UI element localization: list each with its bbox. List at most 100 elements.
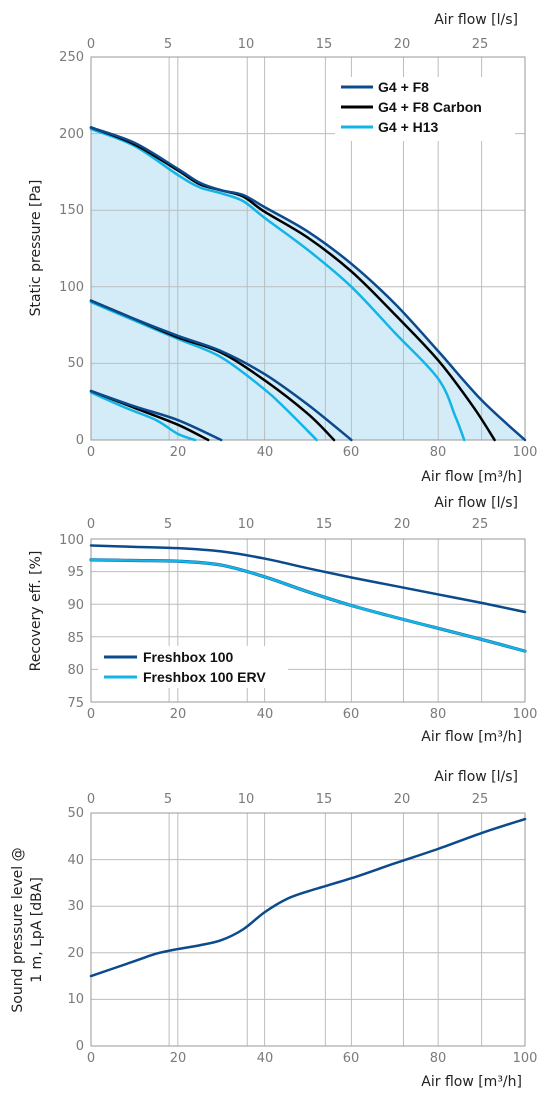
curve-g4-f8-carbon-1 — [89, 126, 496, 442]
x2-tick-label: 5 — [164, 37, 172, 52]
chart1-legend: G4 + F8 G4 + F8 Carbon G4 + H13 — [335, 77, 515, 141]
y-tick-label: 75 — [67, 696, 84, 711]
chart2-bottom-ticks: 0 20 40 60 80 100 — [87, 707, 538, 722]
chart3-frame — [90, 812, 526, 1047]
legend-label-g4-f8: G4 + F8 — [378, 79, 429, 95]
chart1-x-axis-label: Air flow [m³/h] — [421, 469, 522, 485]
x2-tick-label: 20 — [394, 37, 411, 52]
y-tick-label: 40 — [67, 853, 84, 868]
y-tick-label: 200 — [59, 127, 84, 142]
curve-freshbox-100-erv — [89, 558, 527, 653]
chart3-top-axis-label: Air flow [l/s] — [434, 769, 518, 785]
x-tick-label: 0 — [87, 445, 95, 460]
x-tick-label: 60 — [343, 707, 360, 722]
chart3-x-axis-label: Air flow [m³/h] — [421, 1074, 522, 1090]
y-tick-label: 0 — [76, 433, 84, 448]
x-tick-label: 40 — [257, 445, 274, 460]
curve-g4-h13-2 — [89, 300, 318, 442]
y-tick-label: 100 — [59, 533, 84, 548]
chart3-plot-area — [91, 813, 525, 1046]
chart1-y-axis-label: Static pressure [Pa] — [28, 180, 44, 317]
curve-g4-h13-1 — [89, 127, 466, 442]
y-tick-label: 20 — [67, 946, 84, 961]
y-tick-label: 50 — [67, 356, 84, 371]
chart1-top-axis-label: Air flow [l/s] — [434, 12, 518, 28]
x-tick-label: 20 — [170, 707, 187, 722]
legend-box — [98, 646, 288, 688]
chart1-y-ticks: 0 50 100 150 200 250 — [59, 50, 84, 448]
y-tick-label: 85 — [67, 631, 84, 646]
chart3-top-ticks: 0 5 10 15 20 25 — [87, 792, 488, 807]
x2-tick-label: 25 — [472, 517, 489, 532]
x2-tick-label: 10 — [238, 517, 255, 532]
x-tick-label: 100 — [513, 445, 538, 460]
x2-tick-label: 25 — [472, 792, 489, 807]
x-tick-label: 100 — [513, 1051, 538, 1066]
curve-g4-f8-2 — [89, 299, 353, 442]
legend-label-g4-h13: G4 + H13 — [378, 119, 439, 135]
x-tick-label: 100 — [513, 707, 538, 722]
x2-tick-label: 15 — [316, 792, 333, 807]
curve-sound-pressure — [89, 817, 527, 978]
x-tick-label: 80 — [430, 445, 447, 460]
x-tick-label: 40 — [257, 707, 274, 722]
x2-tick-label: 15 — [316, 37, 333, 52]
chart1-frame — [90, 56, 526, 441]
chart3-bottom-ticks: 0 20 40 60 80 100 — [87, 1051, 538, 1066]
legend-label-g4-f8-carbon: G4 + F8 Carbon — [378, 99, 482, 115]
chart3-y-axis-label-line1: Sound pressure level @ — [10, 847, 26, 1012]
x2-tick-label: 5 — [164, 517, 172, 532]
x-tick-label: 20 — [170, 1051, 187, 1066]
curve-freshbox-100 — [89, 544, 527, 614]
chart2-curves — [89, 544, 527, 653]
chart1-bottom-ticks: 0 20 40 60 80 100 — [87, 445, 538, 460]
y-tick-label: 150 — [59, 203, 84, 218]
x2-tick-label: 5 — [164, 792, 172, 807]
x2-tick-label: 25 — [472, 37, 489, 52]
chart2-top-axis-label: Air flow [l/s] — [434, 495, 518, 511]
x2-tick-label: 10 — [238, 37, 255, 52]
y-tick-label: 95 — [67, 565, 84, 580]
x2-tick-label: 20 — [394, 792, 411, 807]
y-tick-label: 0 — [76, 1039, 84, 1054]
chart2-x-axis-label: Air flow [m³/h] — [421, 729, 522, 745]
x-tick-label: 20 — [170, 445, 187, 460]
curve-g4-h13-3 — [89, 391, 197, 442]
x2-tick-label: 0 — [87, 37, 95, 52]
x-tick-label: 60 — [343, 1051, 360, 1066]
y-tick-label: 10 — [67, 992, 84, 1007]
chart1-top-ticks: 0 5 10 15 20 25 — [87, 37, 488, 52]
y-tick-label: 90 — [67, 598, 84, 613]
chart2-grid — [91, 539, 525, 702]
x-tick-label: 0 — [87, 1051, 95, 1066]
x2-tick-label: 20 — [394, 517, 411, 532]
x2-tick-label: 10 — [238, 792, 255, 807]
recovery-efficiency-chart: Air flow [l/s] 0 5 10 15 20 25 0 20 40 6… — [28, 495, 537, 745]
x2-tick-label: 0 — [87, 517, 95, 532]
chart2-frame — [90, 538, 526, 703]
chart1-curves — [89, 126, 527, 442]
sound-pressure-chart: Air flow [l/s] 0 5 10 15 20 25 0 20 40 6… — [10, 769, 537, 1090]
legend-label-freshbox-100-erv: Freshbox 100 ERV — [143, 669, 266, 685]
legend-label-freshbox-100: Freshbox 100 — [143, 649, 233, 665]
x-tick-label: 60 — [343, 445, 360, 460]
chart2-top-ticks: 0 5 10 15 20 25 — [87, 517, 488, 532]
x2-tick-label: 15 — [316, 517, 333, 532]
chart2-legend: Freshbox 100 Freshbox 100 ERV — [98, 646, 288, 688]
chart3-curves — [89, 817, 527, 978]
y-tick-label: 80 — [67, 663, 84, 678]
curve-g4-f8-3 — [89, 389, 223, 442]
chart3-y-ticks: 0 10 20 30 40 50 — [67, 806, 84, 1054]
x-tick-label: 40 — [257, 1051, 274, 1066]
x-tick-label: 80 — [430, 1051, 447, 1066]
y-tick-label: 30 — [67, 899, 84, 914]
x2-tick-label: 0 — [87, 792, 95, 807]
x-tick-label: 0 — [87, 707, 95, 722]
y-tick-label: 250 — [59, 50, 84, 65]
chart2-y-axis-label: Recovery eff. [%] — [28, 551, 44, 672]
chart3-y-axis-label-line2: 1 m, LpA [dBA] — [29, 877, 45, 983]
y-tick-label: 100 — [59, 280, 84, 295]
chart2-y-ticks: 75 80 85 90 95 100 — [59, 533, 84, 711]
y-tick-label: 50 — [67, 806, 84, 821]
